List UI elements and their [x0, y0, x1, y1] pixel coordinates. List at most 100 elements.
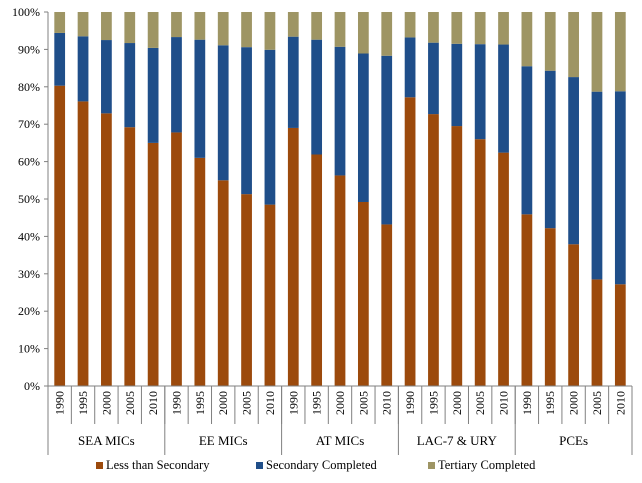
bar-segment-less-than-secondary-5	[171, 132, 182, 386]
legend: Less than Secondary Secondary Completed Te…	[96, 458, 536, 472]
legend-label: Less than Secondary	[106, 458, 210, 472]
bar-segment-less-than-secondary-14	[381, 224, 393, 386]
bar-segment-secondary-completed-13	[357, 53, 369, 202]
bar-segment-less-than-secondary-24	[614, 284, 626, 386]
legend-swatch	[96, 462, 103, 469]
bar-segment-secondary-completed-22	[568, 77, 579, 245]
group-label: LAC-7 & URY	[417, 433, 498, 448]
bar-segment-less-than-secondary-11	[311, 154, 323, 386]
group-label: AT MICs	[316, 433, 365, 448]
bar-segment-secondary-completed-23	[591, 91, 603, 280]
bar-segment-secondary-completed-5	[171, 37, 182, 133]
x-tick-label: 1995	[543, 391, 557, 415]
bar-segment-secondary-completed-2	[101, 40, 112, 114]
bar-segment-less-than-secondary-21	[544, 228, 556, 386]
bar-segment-tertiary-completed-6	[194, 12, 206, 40]
x-tick-label: 2000	[216, 391, 230, 415]
x-tick-label: 1995	[76, 391, 90, 415]
x-tick-label: 2005	[473, 391, 487, 415]
bar-segment-secondary-completed-16	[428, 42, 439, 115]
bar-segment-secondary-completed-18	[474, 44, 486, 140]
bar-segment-tertiary-completed-1	[77, 12, 89, 37]
bar-segment-less-than-secondary-7	[217, 180, 229, 386]
bar-segment-secondary-completed-19	[498, 44, 509, 153]
bars-layer	[54, 12, 626, 387]
bar-segment-less-than-secondary-15	[404, 97, 416, 387]
y-tick-label: 40%	[18, 229, 40, 243]
bar-segment-less-than-secondary-4	[147, 142, 159, 386]
x-tick-label: 1990	[403, 391, 417, 415]
x-tick-label: 2010	[613, 391, 627, 415]
bar-segment-tertiary-completed-2	[101, 12, 112, 41]
bar-segment-tertiary-completed-20	[521, 12, 533, 67]
bar-segment-less-than-secondary-10	[287, 127, 299, 386]
bar-segment-tertiary-completed-5	[171, 12, 182, 38]
x-tick-label: 1990	[53, 391, 67, 415]
bar-segment-tertiary-completed-17	[451, 12, 463, 44]
bar-segment-secondary-completed-7	[217, 45, 229, 181]
bar-segment-secondary-completed-14	[381, 55, 393, 225]
bar-segment-less-than-secondary-3	[124, 127, 136, 386]
labels-layer: 0% 10% 20% 30% 40% 50% 60% 70% 80% 90% 100% SEA MIC…	[12, 5, 627, 448]
bar-segment-less-than-secondary-19	[498, 152, 509, 386]
x-tick-label: 2010	[380, 391, 394, 415]
bar-segment-less-than-secondary-23	[591, 279, 603, 386]
bar-segment-less-than-secondary-16	[428, 114, 439, 386]
x-tick-label: 2005	[590, 391, 604, 415]
legend-swatch	[428, 462, 435, 469]
x-tick-label: 2000	[333, 391, 347, 415]
bar-segment-tertiary-completed-22	[568, 12, 579, 78]
group-label: SEA MICs	[78, 433, 135, 448]
y-tick-label: 0%	[24, 379, 40, 393]
x-tick-label: 2010	[146, 391, 160, 415]
bar-segment-tertiary-completed-10	[287, 12, 299, 37]
bar-segment-tertiary-completed-3	[124, 12, 136, 44]
bar-segment-tertiary-completed-13	[357, 12, 369, 54]
bar-segment-less-than-secondary-22	[568, 244, 579, 386]
x-tick-label: 2010	[497, 391, 511, 415]
y-tick-label: 60%	[18, 155, 40, 169]
y-tick-label: 80%	[18, 80, 40, 94]
x-tick-label: 1995	[310, 391, 324, 415]
bar-segment-tertiary-completed-23	[591, 12, 603, 92]
bar-segment-secondary-completed-0	[54, 32, 66, 86]
bar-segment-tertiary-completed-0	[54, 12, 66, 33]
x-tick-label: 1990	[520, 391, 534, 415]
legend-label: Secondary Completed	[266, 458, 377, 472]
group-label: EE MICs	[199, 433, 248, 448]
x-tick-label: 1995	[426, 391, 440, 415]
y-tick-label: 70%	[18, 117, 40, 131]
bar-segment-less-than-secondary-1	[77, 101, 89, 386]
x-tick-label: 2000	[450, 391, 464, 415]
bar-segment-tertiary-completed-16	[428, 12, 439, 43]
x-tick-label: 1995	[193, 391, 207, 415]
bar-segment-secondary-completed-6	[194, 39, 206, 158]
group-label: PCEs	[559, 433, 588, 448]
y-tick-label: 90%	[18, 42, 40, 56]
bar-segment-less-than-secondary-17	[451, 126, 463, 386]
x-tick-label: 1990	[286, 391, 300, 415]
bar-segment-secondary-completed-1	[77, 36, 89, 102]
bar-segment-secondary-completed-9	[264, 49, 276, 205]
bar-segment-secondary-completed-17	[451, 43, 463, 127]
bar-segment-less-than-secondary-2	[101, 113, 112, 386]
bar-segment-tertiary-completed-19	[498, 12, 509, 45]
bar-segment-secondary-completed-4	[147, 47, 159, 143]
bar-segment-less-than-secondary-13	[357, 201, 369, 386]
bar-segment-tertiary-completed-4	[147, 12, 159, 48]
y-tick-label: 20%	[18, 304, 40, 318]
bar-segment-secondary-completed-20	[521, 66, 533, 215]
bar-segment-less-than-secondary-18	[474, 139, 486, 386]
x-tick-label: 2000	[99, 391, 113, 415]
bar-segment-tertiary-completed-8	[241, 12, 252, 48]
axes-layer	[44, 11, 633, 455]
bar-segment-tertiary-completed-12	[334, 12, 346, 47]
bar-segment-less-than-secondary-0	[54, 85, 66, 387]
bar-segment-tertiary-completed-14	[381, 12, 393, 56]
bar-segment-secondary-completed-12	[334, 46, 346, 176]
bar-segment-tertiary-completed-9	[264, 12, 276, 50]
bar-segment-secondary-completed-15	[404, 37, 416, 98]
x-tick-label: 2010	[263, 391, 277, 415]
